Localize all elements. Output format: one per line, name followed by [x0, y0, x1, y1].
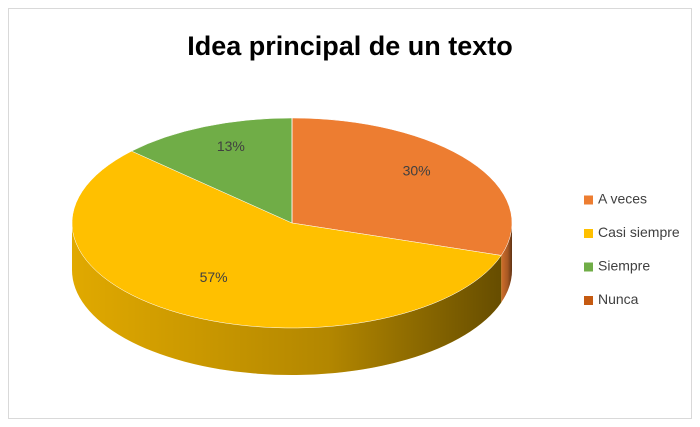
pie-side-shade	[501, 223, 512, 303]
data-label: 13%	[217, 138, 245, 154]
legend-label: Siempre	[598, 258, 650, 274]
pie-slice	[71, 150, 502, 329]
pie-side-shade	[71, 223, 502, 376]
legend-swatch	[584, 262, 593, 272]
legend-swatch	[584, 229, 593, 238]
legend-label: Nunca	[598, 291, 639, 307]
legend-swatch	[584, 195, 593, 205]
chart-title: Idea principal de un texto	[187, 31, 513, 61]
legend-swatch	[584, 296, 593, 305]
data-label: 30%	[403, 163, 431, 179]
data-label: 57%	[200, 269, 228, 285]
legend-label: A veces	[598, 191, 647, 207]
legend-label: Casi siempre	[598, 224, 680, 240]
pie-slice	[131, 117, 293, 224]
pie-slice	[291, 117, 513, 256]
